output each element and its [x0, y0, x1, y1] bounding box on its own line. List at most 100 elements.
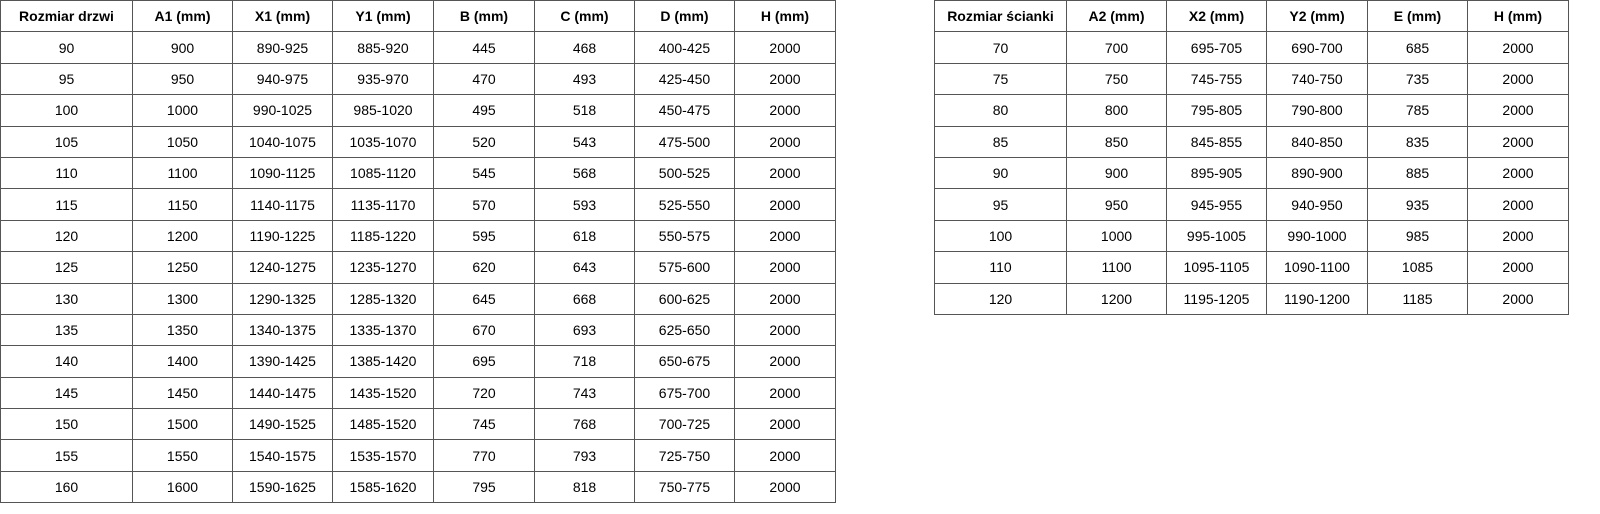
table-cell: 895-905: [1166, 156, 1267, 190]
table-row: 105 1050 1040-1075 1035-1070 520 543 475-500 20…: [0, 125, 836, 158]
table-cell: 1290-1325: [232, 282, 333, 315]
table-cell: 1390-1425: [232, 345, 333, 378]
table-cell: 700-725: [634, 408, 735, 441]
table-cell: 800: [1066, 94, 1167, 127]
table-cell: 2000: [734, 470, 836, 504]
table-cell: 1335-1370: [332, 313, 434, 347]
table-cell: 518: [534, 94, 635, 127]
table-row: 160 1600 1590-1625 1585-1620 795 818 750-775 20…: [0, 470, 836, 504]
table-cell: 2000: [1467, 219, 1569, 253]
table-cell: 400-425: [634, 31, 735, 64]
table-cell: 2000: [1467, 188, 1569, 221]
table-cell: 1035-1070: [332, 125, 434, 158]
table-cell: 1190-1200: [1266, 282, 1368, 315]
table-cell: 445: [433, 31, 535, 64]
table-row: 130 1300 1290-1325 1285-1320 645 668 600-625 20…: [0, 282, 836, 315]
table-cell: 1235-1270: [332, 251, 434, 284]
table-cell: 885-920: [332, 31, 434, 64]
table-cell: 900: [132, 31, 233, 64]
table-cell: 940-950: [1266, 188, 1368, 221]
table-row: 95 950 940-975 935-970 470 493 425-450 2000: [0, 62, 836, 96]
table-cell: 620: [433, 251, 535, 284]
wall-size-table: Rozmiar ścianki A2 (mm) X2 (mm) Y2 (mm) E (m…: [934, 0, 1569, 315]
table-cell: 520: [433, 125, 535, 158]
table-cell: 1585-1620: [332, 470, 434, 504]
table-cell: 130: [0, 282, 133, 315]
table-cell: 90: [934, 156, 1067, 190]
table-cell: 2000: [734, 156, 836, 190]
table-cell: 700: [1066, 31, 1167, 64]
table-cell: 135: [0, 313, 133, 347]
table-cell: 735: [1367, 62, 1468, 96]
table-cell: 1085-1120: [332, 156, 434, 190]
table-row: 145 1450 1440-1475 1435-1520 720 743 675-700 20…: [0, 376, 836, 410]
table-row: 110 1100 1090-1125 1085-1120 545 568 500-525 20…: [0, 156, 836, 190]
table-cell: 468: [534, 31, 635, 64]
table-cell: 2000: [734, 219, 836, 253]
table-cell: 695-705: [1166, 31, 1267, 64]
table-cell: 80: [934, 94, 1067, 127]
table-cell: 745: [433, 408, 535, 441]
table-cell: 1450: [132, 376, 233, 410]
table-cell: 1350: [132, 313, 233, 347]
table-cell: 2000: [1467, 251, 1569, 284]
table-cell: 1550: [132, 439, 233, 472]
table-cell: 750: [1066, 62, 1167, 96]
table-cell: 1285-1320: [332, 282, 434, 315]
table-cell: 155: [0, 439, 133, 472]
table-cell: 1090-1100: [1266, 251, 1368, 284]
table-cell: 2000: [734, 282, 836, 315]
table-cell: 795-805: [1166, 94, 1267, 127]
table-cell: 1250: [132, 251, 233, 284]
table-cell: 685: [1367, 31, 1468, 64]
table-cell: 1535-1570: [332, 439, 434, 472]
table-cell: 2000: [1467, 156, 1569, 190]
table-cell: 150: [0, 408, 133, 441]
table-cell: 2000: [734, 408, 836, 441]
table-cell: 818: [534, 470, 635, 504]
table-cell: 475-500: [634, 125, 735, 158]
table-cell: 593: [534, 188, 635, 221]
table-cell: 95: [0, 62, 133, 96]
table-cell: 525-550: [634, 188, 735, 221]
table-cell: 625-650: [634, 313, 735, 347]
table-cell: 545: [433, 156, 535, 190]
column-header: Rozmiar drzwi: [0, 0, 133, 33]
table-cell: 125: [0, 251, 133, 284]
table-cell: 2000: [734, 125, 836, 158]
table-cell: 1135-1170: [332, 188, 434, 221]
table-row: 100 1000 995-1005 990-1000 985 2000: [934, 219, 1569, 253]
table-cell: 100: [0, 94, 133, 127]
table-cell: 743: [534, 376, 635, 410]
table-cell: 945-955: [1166, 188, 1267, 221]
table-cell: 2000: [734, 376, 836, 410]
table-cell: 570: [433, 188, 535, 221]
table-cell: 2000: [734, 31, 836, 64]
column-header: H (mm): [734, 0, 836, 33]
table-cell: 795: [433, 470, 535, 504]
table-cell: 985-1020: [332, 94, 434, 127]
table-row: 155 1550 1540-1575 1535-1570 770 793 725-750 20…: [0, 439, 836, 472]
table-cell: 1590-1625: [232, 470, 333, 504]
table-cell: 670: [433, 313, 535, 347]
table-cell: 695: [433, 345, 535, 378]
column-header: D (mm): [634, 0, 735, 33]
column-header: A2 (mm): [1066, 0, 1167, 33]
column-header: H (mm): [1467, 0, 1569, 33]
table-cell: 1195-1205: [1166, 282, 1267, 315]
table-cell: 2000: [1467, 62, 1569, 96]
table-cell: 1050: [132, 125, 233, 158]
table-cell: 600-625: [634, 282, 735, 315]
table-cell: 110: [0, 156, 133, 190]
table-cell: 2000: [1467, 31, 1569, 64]
table-row: 80 800 795-805 790-800 785 2000: [934, 94, 1569, 127]
table-cell: 85: [934, 125, 1067, 158]
column-header: X1 (mm): [232, 0, 333, 33]
table-cell: 543: [534, 125, 635, 158]
door-size-table: Rozmiar drzwi A1 (mm) X1 (mm) Y1 (mm) B (mm)…: [0, 0, 836, 504]
table-cell: 425-450: [634, 62, 735, 96]
table-cell: 1190-1225: [232, 219, 333, 253]
table-cell: 495: [433, 94, 535, 127]
table-row: 100 1000 990-1025 985-1020 495 518 450-475 2000: [0, 94, 836, 127]
column-header: Y1 (mm): [332, 0, 434, 33]
